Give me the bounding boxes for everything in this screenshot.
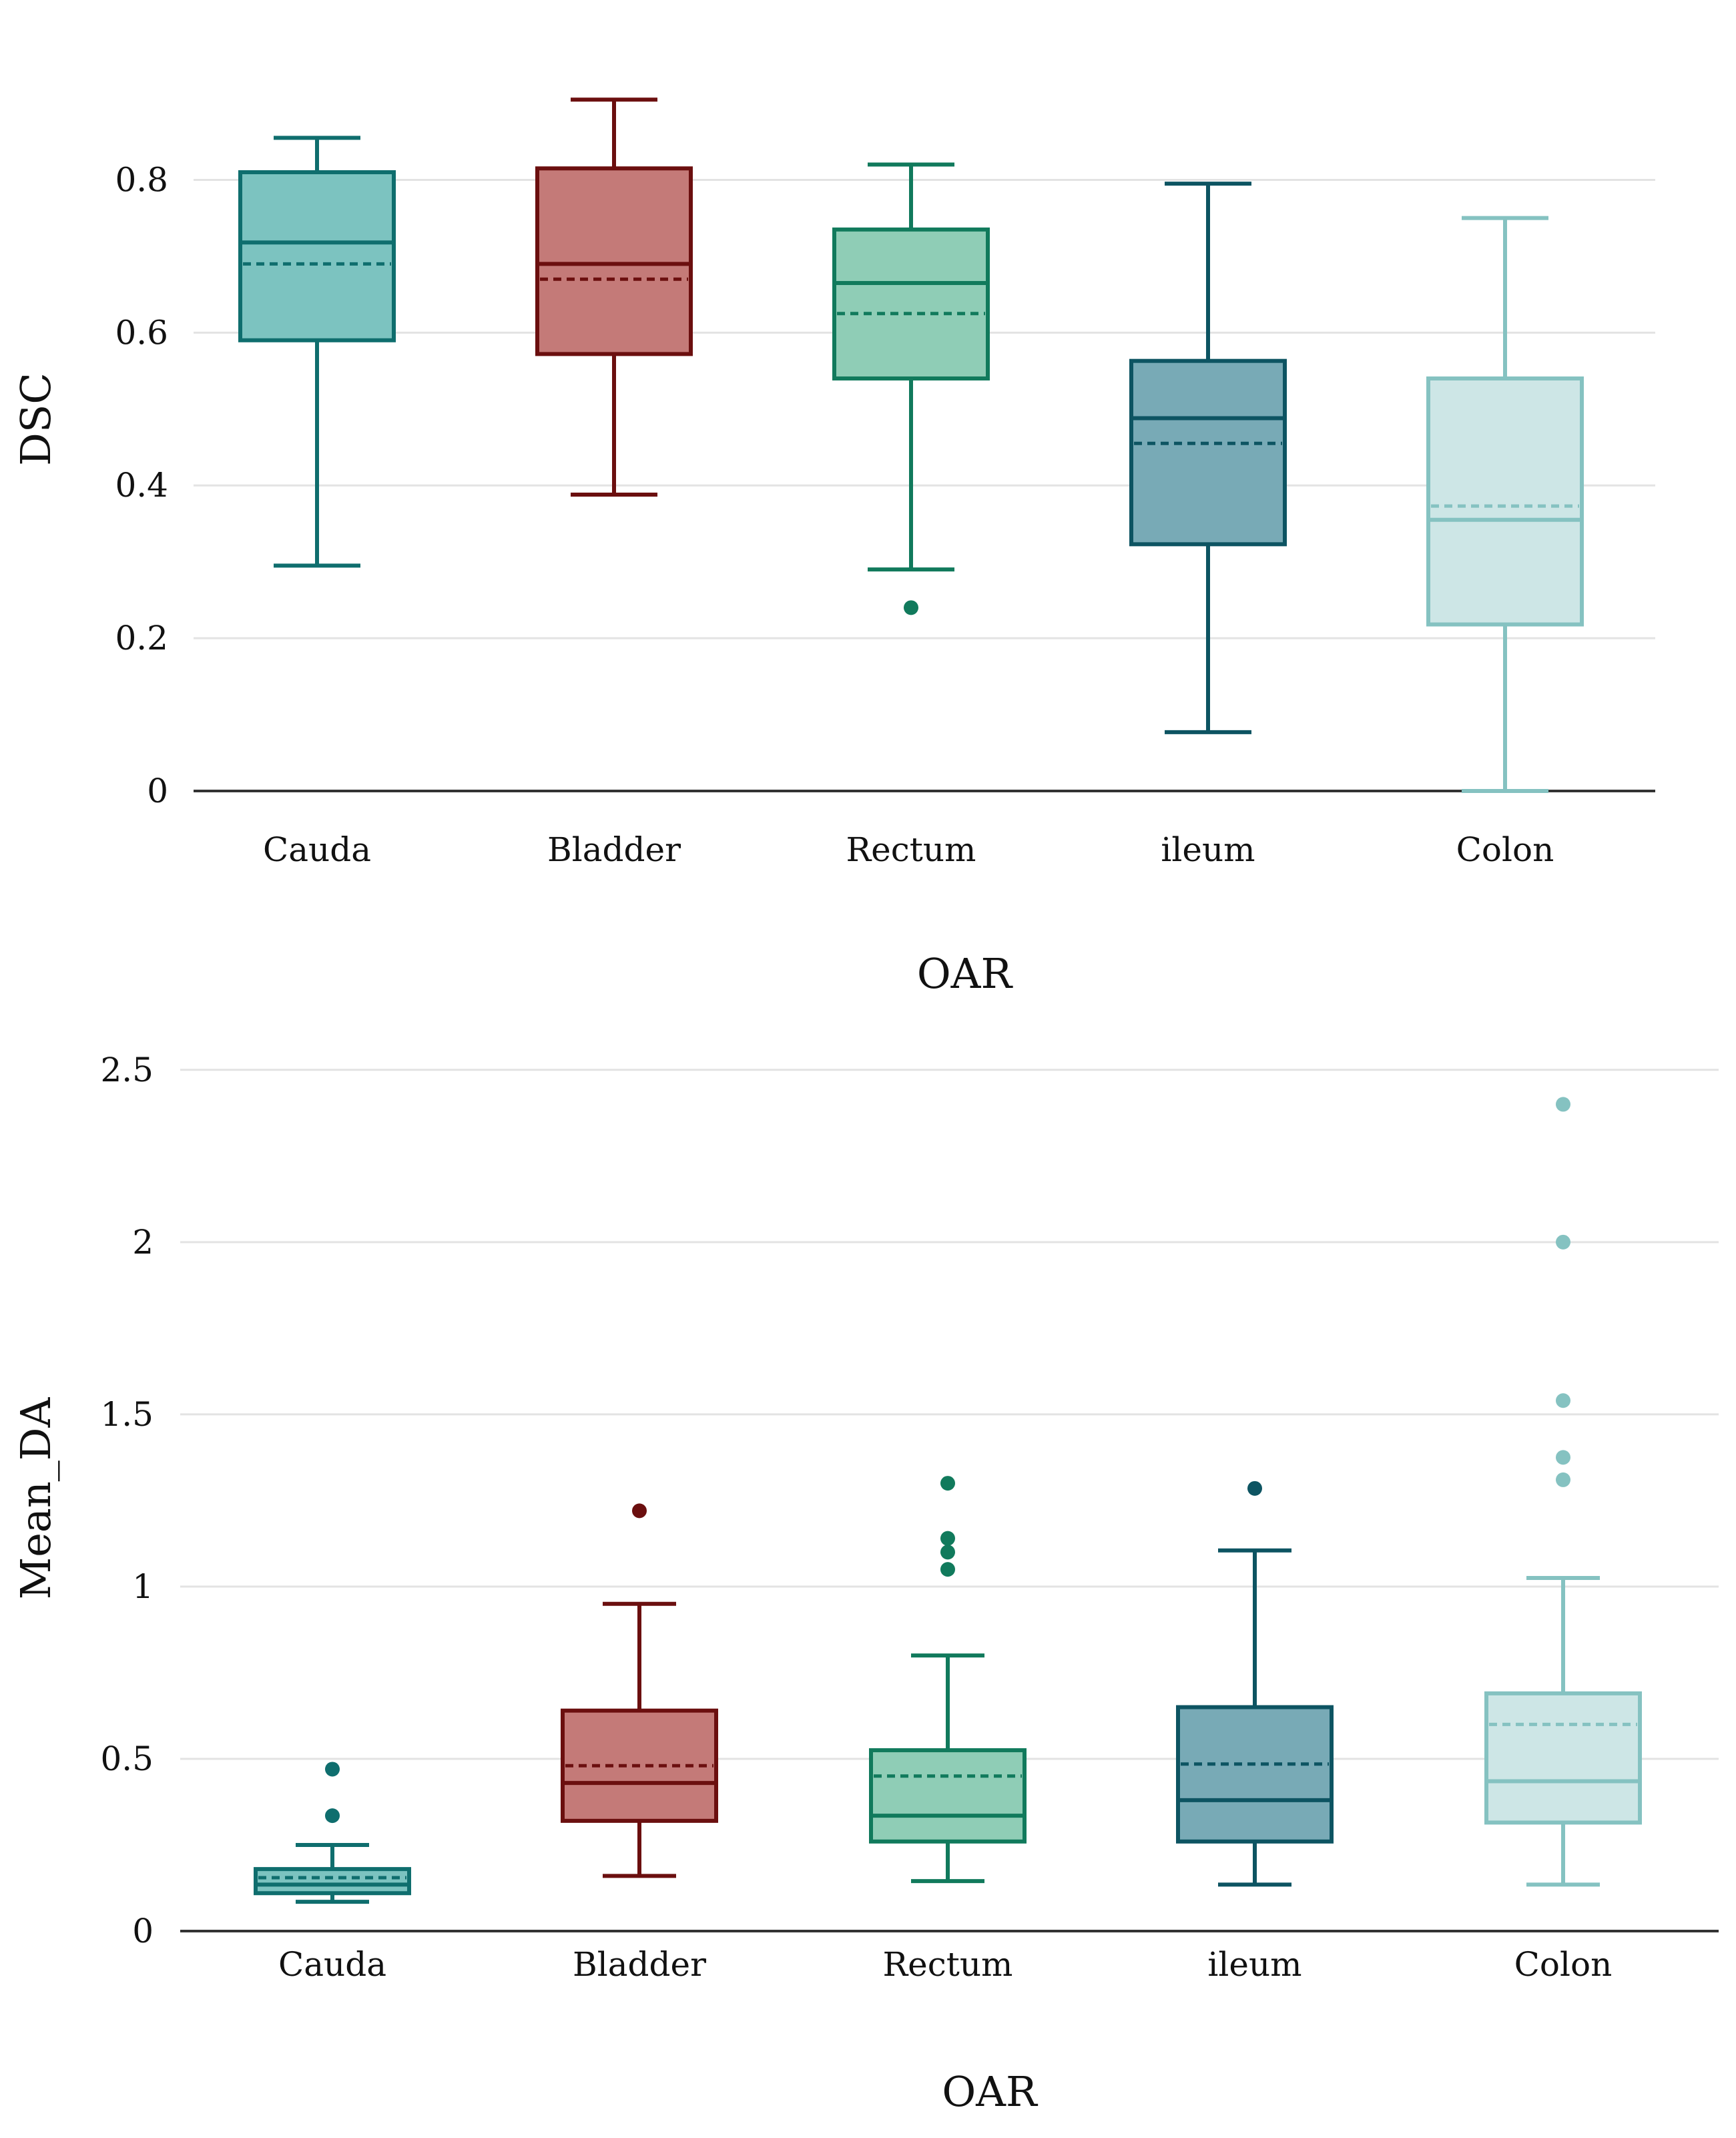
iqr-box: [832, 227, 990, 381]
outlier-point: [325, 1762, 340, 1777]
outlier-point: [325, 1808, 340, 1824]
x-tick-label: Bladder: [573, 1945, 706, 1984]
x-tick-label: Colon: [1456, 830, 1554, 869]
box-rectum: [832, 162, 990, 615]
x-tick-label: Colon: [1514, 1945, 1613, 1984]
x-tick-label: ileum: [1161, 830, 1255, 869]
box-bladder: [561, 1503, 718, 1878]
box-cauda: [238, 136, 396, 568]
iqr-box: [535, 166, 693, 356]
x-axis-label: OAR: [942, 2067, 1039, 2116]
box-colon: [1426, 216, 1584, 793]
outlier-point: [1247, 1481, 1262, 1496]
outlier-point: [904, 600, 918, 615]
outlier-point: [1556, 1450, 1570, 1465]
x-tick-label: Rectum: [883, 1945, 1013, 1984]
x-tick-label: ileum: [1207, 1945, 1301, 1984]
y-tick-label: 0.5: [100, 1740, 154, 1778]
iqr-box: [1484, 1691, 1642, 1825]
y-tick-label: 0.6: [115, 313, 168, 352]
box-colon: [1484, 1097, 1642, 1887]
y-tick-label: 0.2: [115, 619, 168, 657]
iqr-box: [869, 1748, 1027, 1844]
dsc-panel: 0 0.2 0.4 0.6 0.8 Cauda Bladder Rectum ileum Colo…: [11, 97, 1655, 998]
box-bladder: [535, 97, 693, 497]
y-tick-label: 1: [132, 1567, 154, 1606]
y-axis-label: Mean_DA: [11, 1397, 60, 1600]
iqr-box: [1176, 1705, 1334, 1844]
y-axis-label: DSC: [11, 372, 60, 466]
y-tick-label: 0.4: [115, 466, 168, 505]
outlier-point: [1556, 1393, 1570, 1408]
outlier-point: [1556, 1234, 1570, 1250]
outlier-point: [1556, 1472, 1570, 1487]
outlier-point: [940, 1545, 955, 1560]
outlier-point: [1556, 1097, 1570, 1112]
x-tick-label: Cauda: [278, 1945, 386, 1984]
y-tick-label: 1.5: [100, 1395, 154, 1434]
box-cauda: [254, 1762, 411, 1904]
y-tick-label: 0: [132, 1912, 154, 1950]
y-tick-label: 0.8: [115, 160, 168, 199]
x-tick-label: Bladder: [547, 830, 681, 869]
iqr-box: [1129, 358, 1287, 547]
outlier-point: [940, 1476, 955, 1491]
y-tick-label: 2: [132, 1223, 154, 1262]
iqr-box: [254, 1867, 411, 1896]
iqr-box: [238, 170, 396, 342]
box-rectum: [869, 1476, 1027, 1884]
outlier-point: [940, 1531, 955, 1546]
y-tick-label: 2.5: [100, 1051, 154, 1089]
x-tick-label: Rectum: [846, 830, 976, 869]
mean-da-panel: 0 0.5 1 1.5 2 2.5 Cauda Bladder Rectum ileum Colon…: [11, 1051, 1719, 2116]
iqr-box: [1426, 376, 1584, 627]
box-ileum: [1176, 1481, 1334, 1887]
x-tick-label: Cauda: [263, 830, 371, 869]
outlier-point: [940, 1562, 955, 1577]
outlier-point: [632, 1503, 647, 1519]
box-ileum: [1129, 182, 1287, 734]
x-axis-label: OAR: [917, 949, 1014, 998]
y-tick-label: 0: [147, 772, 168, 810]
